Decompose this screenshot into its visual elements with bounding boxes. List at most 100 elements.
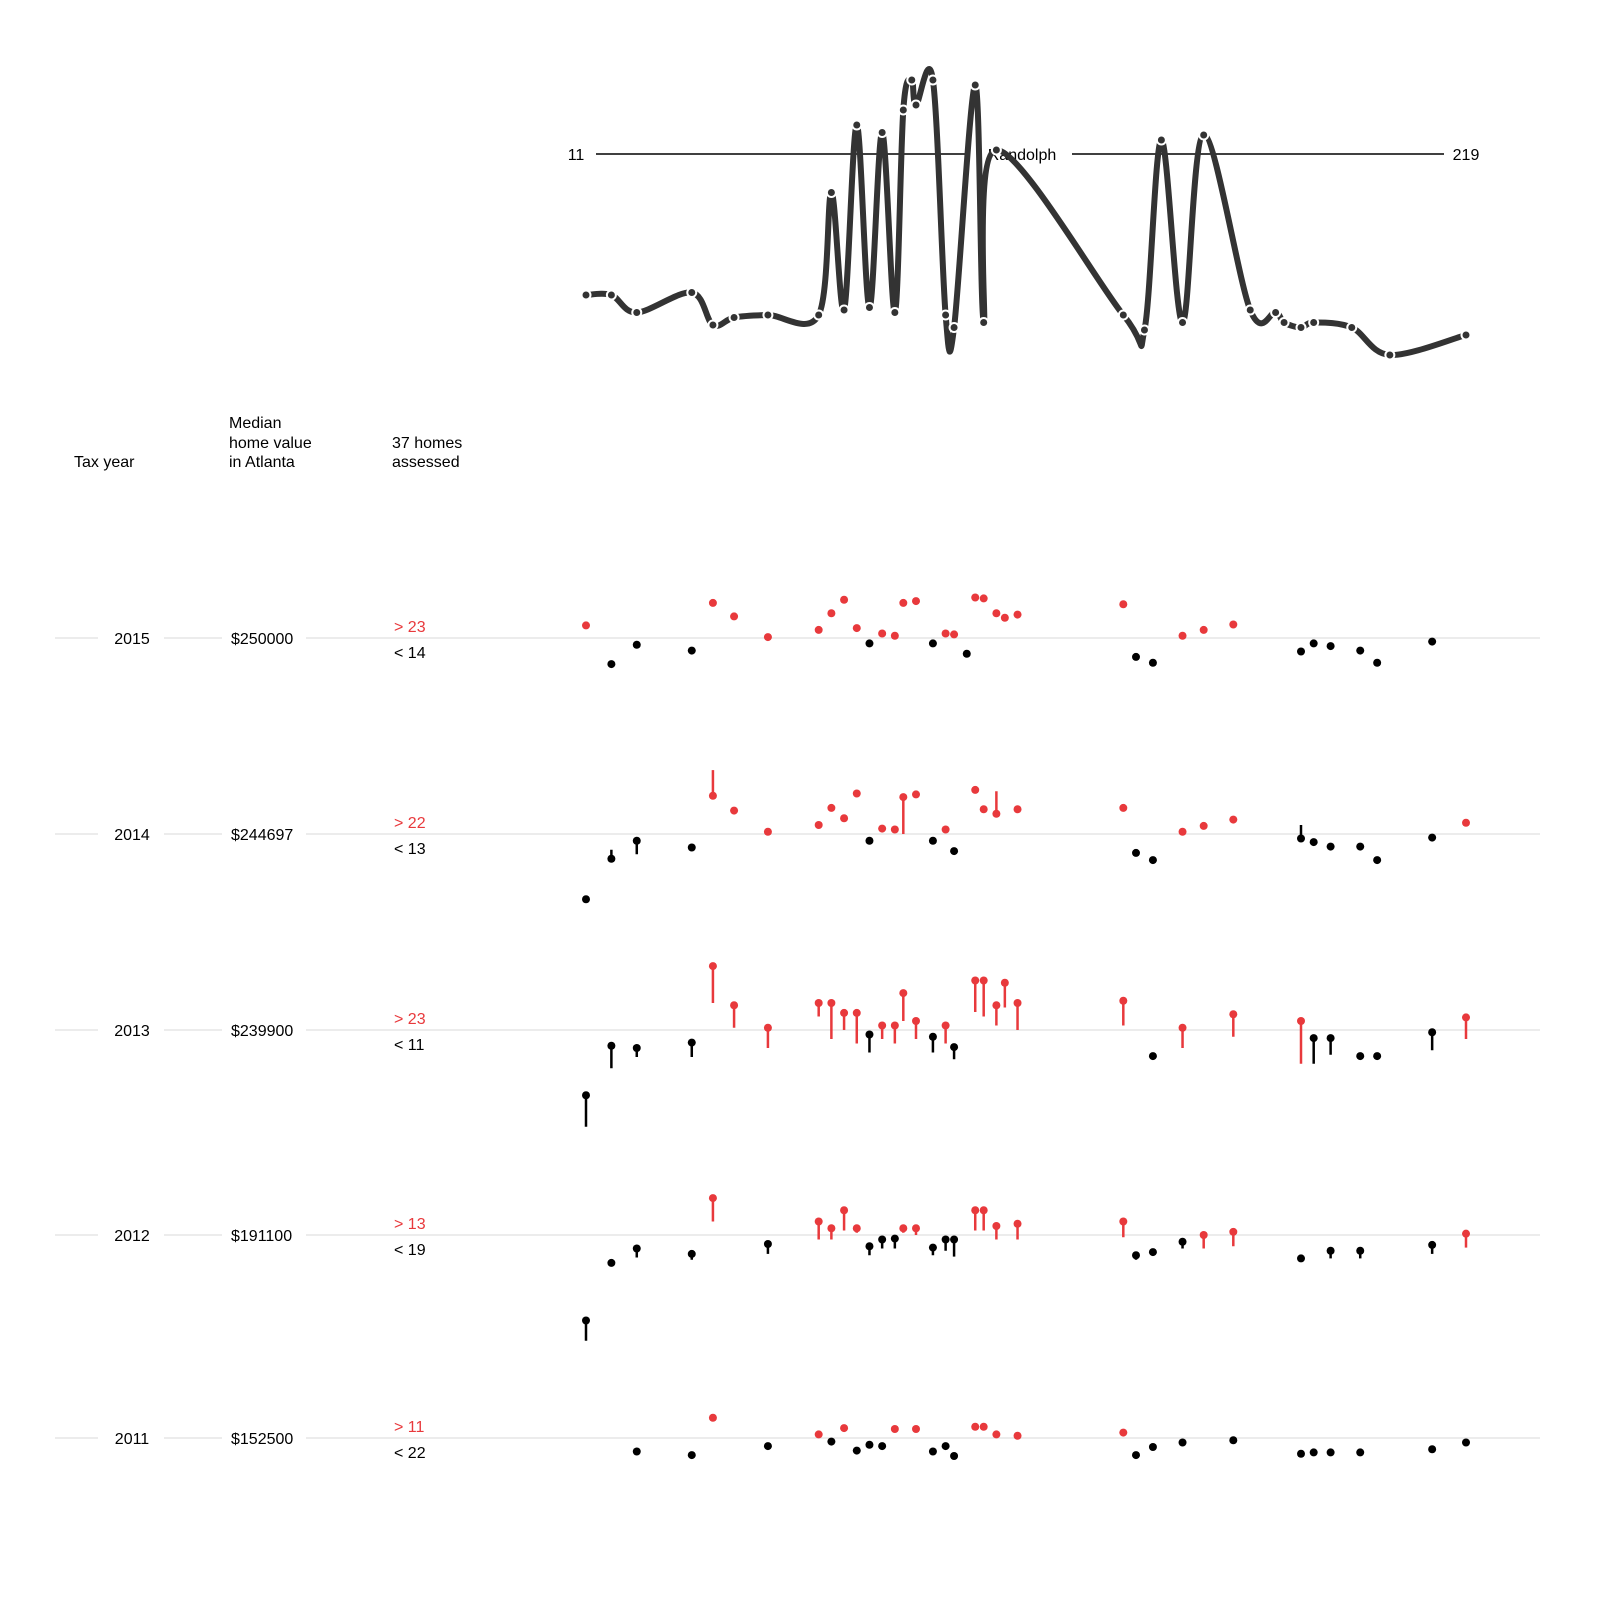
profile-point: [876, 127, 888, 138]
home-point: [992, 1222, 1001, 1230]
home-point: [941, 1442, 950, 1451]
home-point: [971, 785, 980, 794]
home-point: [827, 803, 836, 812]
home-point: [1148, 1248, 1157, 1257]
profile-point: [978, 317, 990, 328]
home-point: [950, 630, 959, 639]
year-row: 2014 $244697 > 22 < 13: [55, 770, 1540, 904]
home-point: [878, 1021, 887, 1030]
home-point: [1297, 834, 1305, 843]
home-point: [1356, 646, 1365, 655]
above-median-count: > 11: [394, 1419, 425, 1436]
profile-point: [1278, 317, 1290, 328]
profile-point: [1117, 309, 1129, 321]
home-point: [992, 1001, 1001, 1010]
profile-point: [686, 287, 698, 298]
home-point: [1309, 1034, 1318, 1043]
above-median-count: > 22: [394, 815, 426, 832]
home-point: [763, 1023, 772, 1032]
profile-point: [838, 304, 850, 316]
home-point: [1132, 848, 1140, 857]
home-point: [1373, 658, 1382, 667]
home-point: [582, 621, 590, 630]
above-median-count: > 13: [394, 1216, 426, 1233]
home-point: [941, 629, 950, 638]
home-point: [1373, 856, 1382, 865]
homes-header-line-1: 37 homes: [392, 435, 462, 452]
home-point: [1229, 1436, 1238, 1445]
home-point: [1309, 639, 1318, 648]
home-point: [971, 593, 980, 602]
year-row: 2015 $250000 > 23 < 14: [55, 593, 1540, 669]
home-point: [730, 612, 739, 621]
home-point: [1229, 620, 1238, 629]
home-point: [1326, 1448, 1335, 1457]
year-row: 2013 $239900 > 23 < 11: [55, 962, 1540, 1127]
below-median-count: < 22: [394, 1445, 426, 1462]
home-point: [814, 999, 823, 1007]
profile-point: [1270, 307, 1282, 318]
home-point: [1013, 805, 1022, 814]
street-end-number: 219: [1453, 147, 1480, 164]
home-point: [941, 825, 950, 834]
home-point: [687, 646, 696, 655]
home-point: [814, 1217, 823, 1226]
home-point: [840, 595, 849, 604]
home-point: [708, 598, 717, 607]
median-label-bg: [222, 626, 306, 650]
home-point: [1132, 1451, 1140, 1460]
median-header-line-1: Median: [229, 415, 281, 432]
median-header: Median home value in Atlanta: [229, 415, 316, 471]
home-point: [708, 1413, 717, 1422]
home-point: [607, 854, 616, 863]
home-point: [890, 1021, 899, 1030]
home-point: [899, 1224, 908, 1233]
home-point: [708, 962, 717, 971]
home-point: [1013, 999, 1022, 1007]
profile-point: [927, 74, 939, 86]
home-point: [1462, 1229, 1470, 1238]
home-point: [1229, 1227, 1238, 1236]
home-point: [1132, 1251, 1140, 1260]
home-point: [582, 1091, 590, 1100]
home-point: [1326, 1246, 1335, 1255]
home-point: [912, 597, 920, 606]
street-start-number: 11: [568, 147, 585, 164]
home-point: [899, 989, 908, 998]
tax-year-header: Tax year: [74, 454, 135, 471]
home-point: [878, 1442, 887, 1451]
below-median-count: < 11: [394, 1037, 425, 1054]
home-point: [865, 1242, 874, 1251]
year-label: 2013: [114, 1023, 150, 1040]
home-point: [890, 631, 899, 640]
home-point: [950, 847, 959, 856]
home-point: [632, 640, 641, 649]
home-point: [1309, 1448, 1318, 1457]
home-point: [763, 1240, 772, 1248]
home-point: [852, 1224, 861, 1233]
above-median-count: > 23: [394, 619, 426, 636]
home-point: [840, 1008, 849, 1017]
home-point: [582, 895, 590, 904]
home-point: [814, 821, 823, 829]
year-label-bg: [98, 1018, 164, 1042]
home-point: [708, 791, 717, 800]
home-point: [852, 789, 861, 798]
home-point: [1428, 1445, 1437, 1454]
profile-point: [851, 119, 863, 131]
home-point: [1119, 1217, 1128, 1226]
home-point: [1119, 803, 1128, 812]
profile-point: [990, 144, 1002, 156]
home-point: [928, 836, 937, 845]
home-point: [1148, 658, 1157, 667]
home-point: [1356, 1448, 1365, 1457]
profile-point: [863, 302, 875, 313]
home-point: [979, 805, 988, 814]
home-point: [962, 649, 971, 658]
home-point: [1428, 833, 1437, 842]
home-point: [890, 825, 899, 834]
home-point: [607, 660, 616, 669]
home-point: [1229, 815, 1238, 824]
profile-point: [940, 309, 952, 321]
median-value: $152500: [231, 1431, 293, 1448]
